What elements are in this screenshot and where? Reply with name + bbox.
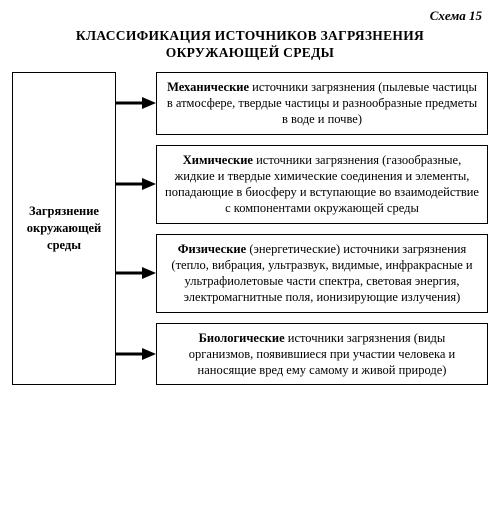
scheme-label: Схема 15: [12, 8, 488, 24]
arrow-icon: [116, 96, 156, 110]
category-bold: Физические: [178, 242, 246, 256]
diagram-title: КЛАССИФИКАЦИЯ ИСТОЧНИКОВ ЗАГРЯЗНЕНИЯ ОКР…: [12, 28, 488, 62]
title-line1: КЛАССИФИКАЦИЯ ИСТОЧНИКОВ ЗАГРЯЗНЕНИЯ: [76, 28, 424, 43]
arrow-icon: [116, 177, 156, 191]
arrow-icon: [116, 347, 156, 361]
source-box: Загрязнение окружающей среды: [12, 72, 116, 386]
category-box-biological: Биологические источники загрязне­ния (ви…: [156, 323, 488, 386]
category-box-chemical: Химические источники загрязнения (газооб…: [156, 145, 488, 224]
category-row: Биологические источники загрязне­ния (ви…: [116, 323, 488, 386]
category-bold: Биологические: [199, 331, 285, 345]
category-row: Механические источники загрязнения (пыле…: [116, 72, 488, 135]
category-box-mechanical: Механические источники загрязнения (пыле…: [156, 72, 488, 135]
arrow-icon: [116, 266, 156, 280]
category-box-physical: Физические (энергетические) источ­ники з…: [156, 234, 488, 313]
targets-column: Механические источники загрязнения (пыле…: [116, 72, 488, 386]
category-row: Физические (энергетические) источ­ники з…: [116, 234, 488, 313]
category-row: Химические источники загрязнения (газооб…: [116, 145, 488, 224]
category-bold: Химические: [183, 153, 253, 167]
diagram-container: Загрязнение окружающей среды Механически…: [12, 72, 488, 386]
category-bold: Механические: [167, 80, 249, 94]
source-label: Загрязнение окружающей среды: [17, 203, 111, 254]
title-line2: ОКРУЖАЮЩЕЙ СРЕДЫ: [166, 45, 334, 60]
